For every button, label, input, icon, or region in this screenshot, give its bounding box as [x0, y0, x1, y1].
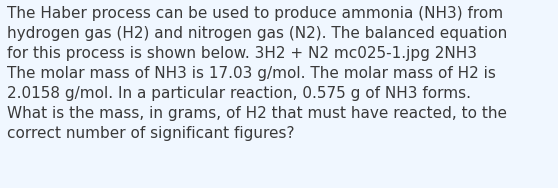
Text: The Haber process can be used to produce ammonia (NH3) from
hydrogen gas (H2) an: The Haber process can be used to produce… — [7, 6, 507, 141]
